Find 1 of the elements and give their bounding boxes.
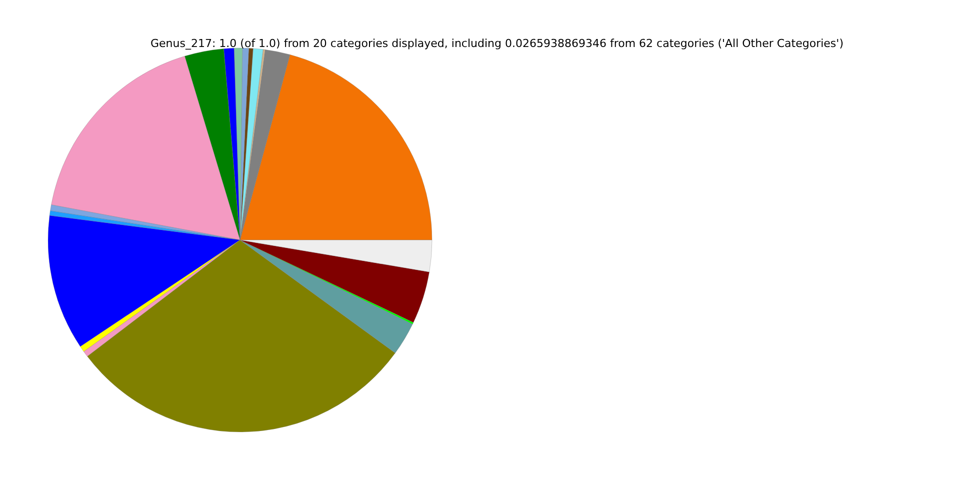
text: Genus_217: 1.0 (of 1.0) from 20 categories displayed, including 0.0265938869346 from 62 categories ('All Other Categories') bbox=[150, 37, 844, 50]
